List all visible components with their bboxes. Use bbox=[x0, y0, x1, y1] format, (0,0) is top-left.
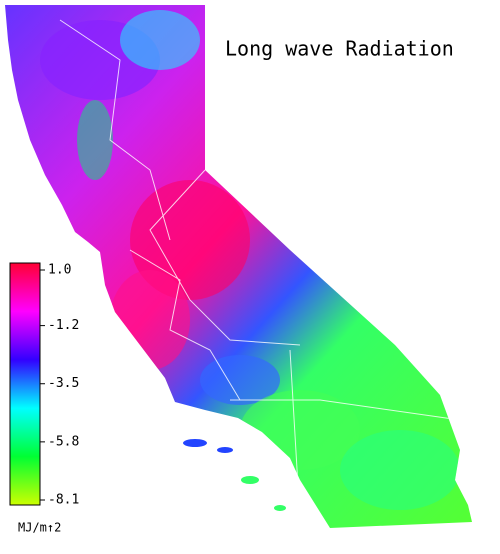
colorbar-tick-label: -3.5 bbox=[48, 376, 79, 391]
islands bbox=[183, 439, 286, 511]
colorbar bbox=[9, 262, 41, 506]
california-map bbox=[5, 5, 472, 528]
colorbar-label: MJ/m↑2 bbox=[18, 521, 61, 535]
colorbar-tick-label: -8.1 bbox=[48, 493, 79, 508]
colorbar-tick-label: -1.2 bbox=[48, 318, 79, 333]
colorbar-tick-label: -5.8 bbox=[48, 434, 79, 449]
colorbar-tick-label: 1.0 bbox=[48, 263, 71, 278]
map-title: Long wave Radiation bbox=[225, 37, 454, 61]
